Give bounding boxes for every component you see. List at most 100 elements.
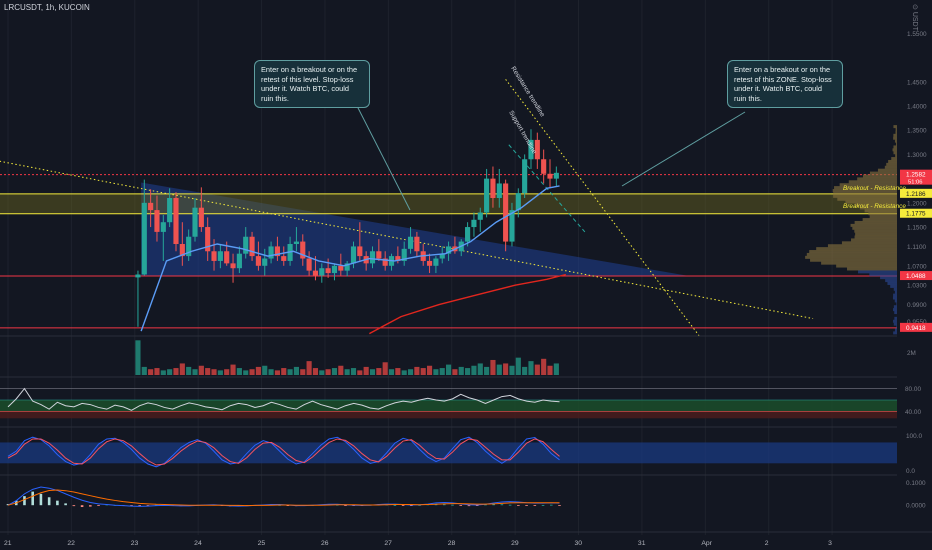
candle-body [319, 268, 325, 276]
candle-body [230, 263, 236, 269]
volume-bar [331, 368, 338, 375]
macd-histogram-bar [138, 505, 142, 507]
volume-bar [553, 363, 559, 375]
volume-profile-bar [852, 226, 897, 230]
volume-profile-bar [893, 322, 897, 326]
volume-bar [401, 370, 407, 375]
time-tick-label: Apr [701, 540, 712, 547]
volume-bar [274, 370, 280, 375]
time-tick-label: 24 [194, 540, 202, 547]
candle-body [205, 227, 211, 252]
usdt-icon: ⊙ [911, 4, 918, 10]
breakout-zone [0, 193, 897, 214]
macd-tick-label: 0.0000 [906, 503, 926, 510]
price-label-box [900, 322, 932, 332]
price-tick-label: 0.9550 [907, 319, 927, 326]
volume-profile-bar [851, 238, 897, 242]
volume-profile-bar [857, 177, 897, 181]
candle-body [477, 212, 483, 220]
macd-histogram-bar [64, 503, 67, 506]
candle-body [198, 207, 204, 228]
volume-profile-bar [859, 206, 897, 210]
volume-profile-bar [895, 128, 897, 132]
volume-profile-bar [832, 189, 897, 193]
candle-body [249, 236, 255, 257]
volume-bar [395, 368, 401, 375]
price-tick-label: 1.3000 [907, 152, 927, 159]
candle-body [141, 202, 147, 275]
price-label: 1.2582 [906, 172, 926, 179]
macd-histogram-bar [549, 504, 553, 506]
rsi-tick-label: 80.00 [905, 386, 921, 393]
volume-profile-bar [839, 183, 897, 187]
currency-label[interactable]: ⊙ USDT [910, 4, 918, 31]
volume-profile-bar [809, 250, 897, 254]
volume-profile-bar [827, 244, 897, 248]
macd-histogram-bar [533, 505, 537, 506]
volume-profile-bar [833, 191, 897, 195]
volume-bar [350, 368, 357, 375]
price-label: 0.9418 [906, 325, 926, 332]
time-tick-label: 31 [638, 540, 646, 547]
volume-profile-bar [896, 302, 897, 306]
volume-profile-bar [891, 157, 897, 161]
volume-bar [300, 369, 306, 375]
macd-histogram-bar [525, 505, 528, 506]
time-tick-label: 3 [828, 540, 832, 547]
macd-histogram-bar [146, 505, 150, 506]
annotation-note-zone[interactable]: Enter on a breakout or on the retest of … [727, 60, 843, 109]
candle-body [376, 251, 382, 259]
volume-bar [293, 366, 300, 375]
volume-profile-bar [837, 197, 897, 201]
candle-body [268, 246, 274, 259]
volume-profile-bar [833, 194, 897, 198]
volume-profile-bar [821, 261, 897, 265]
volume-bar [547, 365, 553, 375]
macd-histogram-bar [541, 504, 545, 506]
volume-profile-bar [854, 229, 897, 233]
candle-body [312, 270, 319, 276]
volume-bar [420, 368, 426, 375]
price-label-box [900, 208, 932, 218]
volume-profile-bar [877, 168, 897, 172]
volume-bar [407, 369, 414, 375]
candle-body [553, 172, 559, 179]
price-tick-label: 1.0300 [907, 283, 927, 290]
volume-bar [211, 369, 217, 375]
macd-histogram-bar [23, 496, 26, 506]
volume-bar [490, 359, 496, 375]
macd-histogram-bar [72, 505, 76, 507]
candle-body [338, 265, 344, 271]
rsi-tick-label: 40.00 [905, 409, 921, 416]
candle-body [300, 241, 306, 259]
rsi-band-low [0, 411, 897, 419]
volume-bar [496, 364, 502, 375]
annotation-note-level[interactable]: Enter on a breakout or on the retest of … [254, 60, 370, 109]
volume-profile-bar [862, 174, 897, 178]
price-tick-label: 1.1500 [907, 225, 927, 232]
volume-bar [268, 369, 274, 375]
candle-body [293, 241, 300, 244]
volume-profile-bar [894, 290, 897, 294]
volume-bar [541, 358, 547, 375]
volume-bar [262, 365, 268, 375]
symbol-title[interactable]: LRCUSDT, 1h, KUCOIN [4, 3, 90, 12]
volume-bar [173, 368, 179, 375]
volume-bar [458, 366, 464, 375]
volume-bar [141, 366, 147, 375]
volume-bar [236, 368, 242, 375]
macd-histogram-bar [475, 505, 479, 506]
candle-body [243, 236, 249, 254]
candle-body [192, 207, 198, 237]
volume-profile-bar [896, 325, 897, 329]
price-tick-label: 1.4000 [907, 104, 927, 111]
price-label-box [900, 271, 932, 281]
moving-average-line [369, 273, 567, 335]
volume-profile-bar [810, 258, 897, 262]
macd-line [7, 489, 560, 507]
volume-bar [154, 368, 160, 375]
candle-body [217, 251, 223, 261]
volume-profile-bar [880, 276, 897, 280]
volume-profile-bar [893, 305, 897, 309]
stoch-tick-label: 100.0 [906, 433, 922, 440]
